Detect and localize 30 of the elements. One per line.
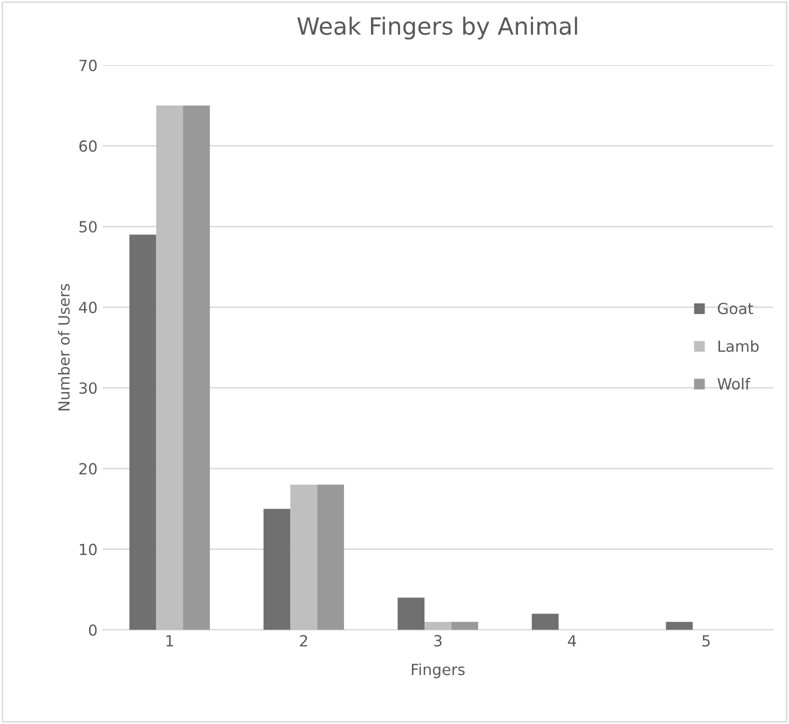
- y-tick-label: 30: [79, 382, 97, 394]
- bar: [264, 508, 290, 630]
- bar: [317, 484, 344, 630]
- x-axis-title: Fingers: [412, 663, 465, 678]
- y-tick-label: 60: [79, 140, 97, 152]
- x-tick-label: 4: [568, 635, 576, 646]
- bar: [666, 622, 693, 630]
- y-tick-label: 40: [79, 302, 97, 314]
- legend-label: Wolf: [718, 378, 750, 390]
- y-tick-label: 20: [79, 462, 97, 475]
- chart-title: Weak Fingers by Animal: [297, 16, 578, 40]
- x-tick-label: 3: [434, 635, 442, 647]
- y-tick-label: 0: [88, 624, 97, 636]
- legend-label: Lamb: [718, 340, 759, 352]
- x-tick-label: 2: [300, 635, 308, 646]
- y-axis-title: Number of Users: [58, 284, 70, 410]
- bar: [183, 105, 210, 630]
- bar: [532, 614, 559, 630]
- y-tick-label: 50: [79, 220, 97, 233]
- bar: [424, 622, 452, 630]
- x-tick-label: 5: [702, 635, 710, 647]
- bar: [129, 234, 156, 630]
- bar: [156, 105, 184, 630]
- y-tick-label: 10: [80, 544, 97, 556]
- x-tick-label: 1: [166, 635, 174, 646]
- bar: [451, 622, 478, 630]
- legend-label: Goat: [718, 302, 754, 314]
- y-tick-label: 70: [80, 60, 97, 72]
- bar: [398, 598, 424, 630]
- bar: [290, 484, 318, 630]
